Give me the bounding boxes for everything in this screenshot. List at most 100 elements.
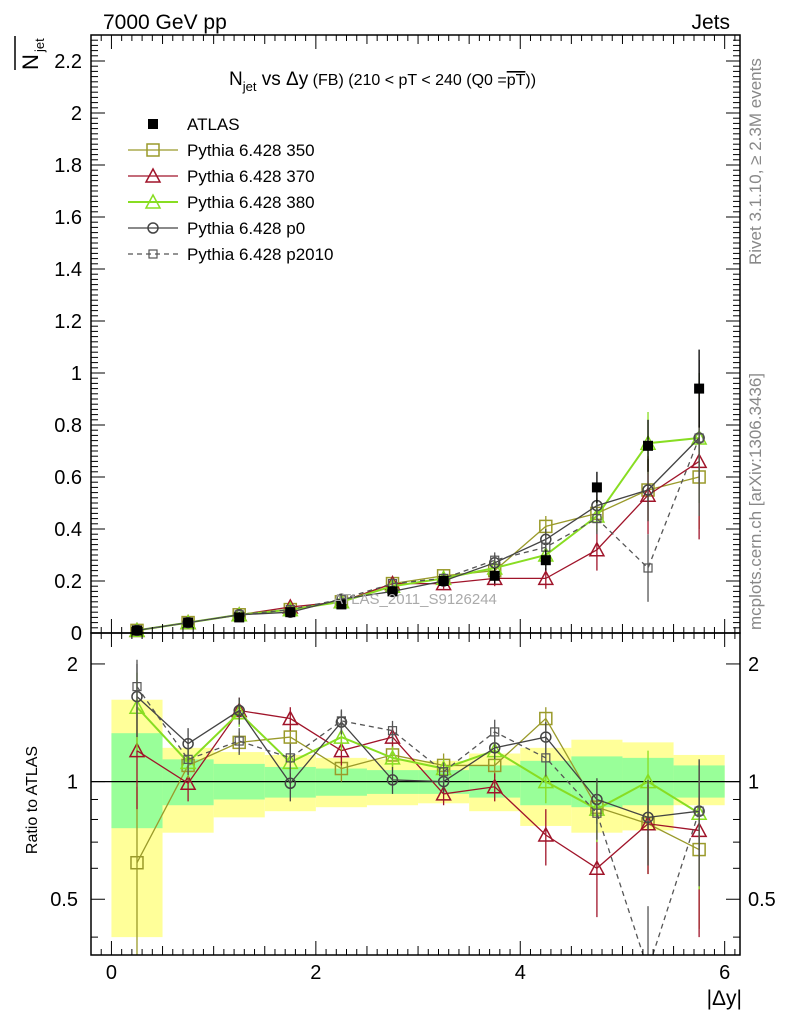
ratio-point <box>384 728 401 744</box>
y-tick-label: 1.4 <box>54 259 82 281</box>
legend-label: ATLAS <box>187 115 240 134</box>
data-point <box>438 576 449 586</box>
ratio-point <box>333 742 350 758</box>
legend: ATLAS Pythia 6.428 350 Pythia 6.428 370 Pyt… <box>128 115 334 264</box>
ratio-point <box>234 736 244 746</box>
x-axis-label: |Δy| <box>707 987 742 1010</box>
ratio-point <box>233 704 245 717</box>
ratio-point <box>130 855 144 870</box>
y-tick-label: 0 <box>71 623 82 645</box>
ratio-point <box>642 811 654 824</box>
mcplots-text: mcplots.cern.ch [arXiv:1306.3436] <box>746 373 765 630</box>
rivet-version-text: Rivet 3.1.10, ≥ 2.3M events <box>746 58 765 265</box>
data-point <box>490 555 500 565</box>
ratio-point <box>336 716 347 726</box>
legend-marker <box>144 167 162 183</box>
ratio-point <box>588 859 606 876</box>
data-point <box>387 586 398 597</box>
ratio-panel-data <box>128 659 708 955</box>
legend-entry: Pythia 6.428 380 <box>128 193 315 212</box>
y-tick-label: 1.2 <box>54 311 82 333</box>
ratio-point <box>537 773 555 789</box>
ratio-panel-frame <box>90 632 741 956</box>
ratio-series-line <box>136 696 700 819</box>
ratio-y-axis-label: Ratio to ATLAS <box>24 746 41 854</box>
ratio-point <box>541 753 551 763</box>
data-point <box>285 607 296 618</box>
ratio-panel-axes: 0 2 4 6 0.5 0.5 1 1 2 2 <box>50 633 776 984</box>
ratio-point <box>128 742 146 758</box>
data-point <box>643 440 654 451</box>
ratio-point <box>439 767 449 777</box>
legend-label: Pythia 6.428 p0 <box>187 219 305 238</box>
legend-marker <box>144 193 162 209</box>
legend-entry: Pythia 6.428 370 <box>128 167 315 186</box>
main-panel: ATLAS_2011_S9126244 0 0.2 0.4 0.6 0.8 1 1.2 1.4… <box>14 34 741 645</box>
header-right: Jets <box>691 11 730 34</box>
ratio-point <box>283 730 298 744</box>
legend-marker <box>147 222 159 234</box>
legend-marker <box>146 143 160 157</box>
legend-marker <box>148 249 158 259</box>
ratio-series-line <box>136 717 700 864</box>
ratio-point <box>537 826 555 842</box>
y-tick-label: 0.8 <box>54 415 82 437</box>
ratio-y-tick-label: 2 <box>67 654 78 676</box>
legend-entry: Pythia 6.428 p0 <box>128 219 305 238</box>
ratio-point <box>132 682 142 692</box>
x-tick-label: 2 <box>310 962 321 984</box>
svg-text:jet: jet <box>32 38 47 53</box>
ratio-point <box>285 753 295 763</box>
ratio-point <box>333 728 350 744</box>
x-tick-label: 0 <box>106 962 117 984</box>
chart-title: Njet vs Δy (FB) (210 < pT < 240 (Q0 =pT)… <box>229 69 536 94</box>
data-point <box>643 563 653 573</box>
ratio-series-line <box>136 706 700 815</box>
series-line <box>136 437 700 632</box>
legend-entry: ATLAS <box>148 115 240 134</box>
legend-label: Pythia 6.428 350 <box>187 141 315 160</box>
header-left: 7000 GeV pp <box>103 11 227 34</box>
svg-text:N: N <box>18 54 43 70</box>
ratio-series-line <box>136 709 700 870</box>
main-panel-axes: 0 0.2 0.4 0.6 0.8 1 1.2 1.4 1.6 1.8 2 2.2 <box>54 35 740 645</box>
data-point <box>336 599 347 610</box>
main-panel-data <box>128 349 708 638</box>
ratio-point <box>694 806 704 816</box>
x-tick-label: 6 <box>719 962 730 984</box>
legend-marker <box>148 119 158 129</box>
data-point <box>694 383 705 394</box>
ratio-point <box>284 777 297 790</box>
data-point <box>591 482 602 493</box>
legend-label: Pythia 6.428 p2010 <box>187 245 334 264</box>
ratio-point <box>435 785 452 801</box>
main-y-axis-label: N jet <box>14 36 47 70</box>
legend-entry: Pythia 6.428 350 <box>128 141 315 160</box>
data-point <box>540 555 551 566</box>
analysis-watermark: ATLAS_2011_S9126244 <box>333 591 497 608</box>
data-point <box>537 569 555 586</box>
y-tick-label: 0.4 <box>54 519 82 541</box>
ratio-point <box>183 754 193 764</box>
ratio-y-tick-label-right: 2 <box>748 654 759 676</box>
ratio-point <box>282 709 299 726</box>
ratio-series-pythia-6-428-p2010 <box>132 659 704 955</box>
ratio-point <box>386 774 399 786</box>
ratio-panel: 0 2 4 6 0.5 0.5 1 1 2 2 Ratio to ATLAS |Δy| <box>24 632 776 1010</box>
legend-label: Pythia 6.428 380 <box>187 193 315 212</box>
data-point <box>642 484 654 496</box>
y-tick-label: 0.6 <box>54 467 82 489</box>
y-tick-label: 0.2 <box>54 571 82 593</box>
series-atlas <box>131 349 705 636</box>
y-tick-label: 2.2 <box>54 51 82 73</box>
data-point <box>694 433 704 443</box>
ratio-point <box>592 808 602 818</box>
ratio-point <box>387 726 398 736</box>
ratio-point <box>486 778 503 794</box>
y-tick-label: 1 <box>71 363 82 385</box>
legend-label: Pythia 6.428 370 <box>187 167 315 186</box>
ratio-point <box>179 774 197 791</box>
ratio-point <box>384 749 401 765</box>
y-tick-label: 2 <box>71 103 82 125</box>
